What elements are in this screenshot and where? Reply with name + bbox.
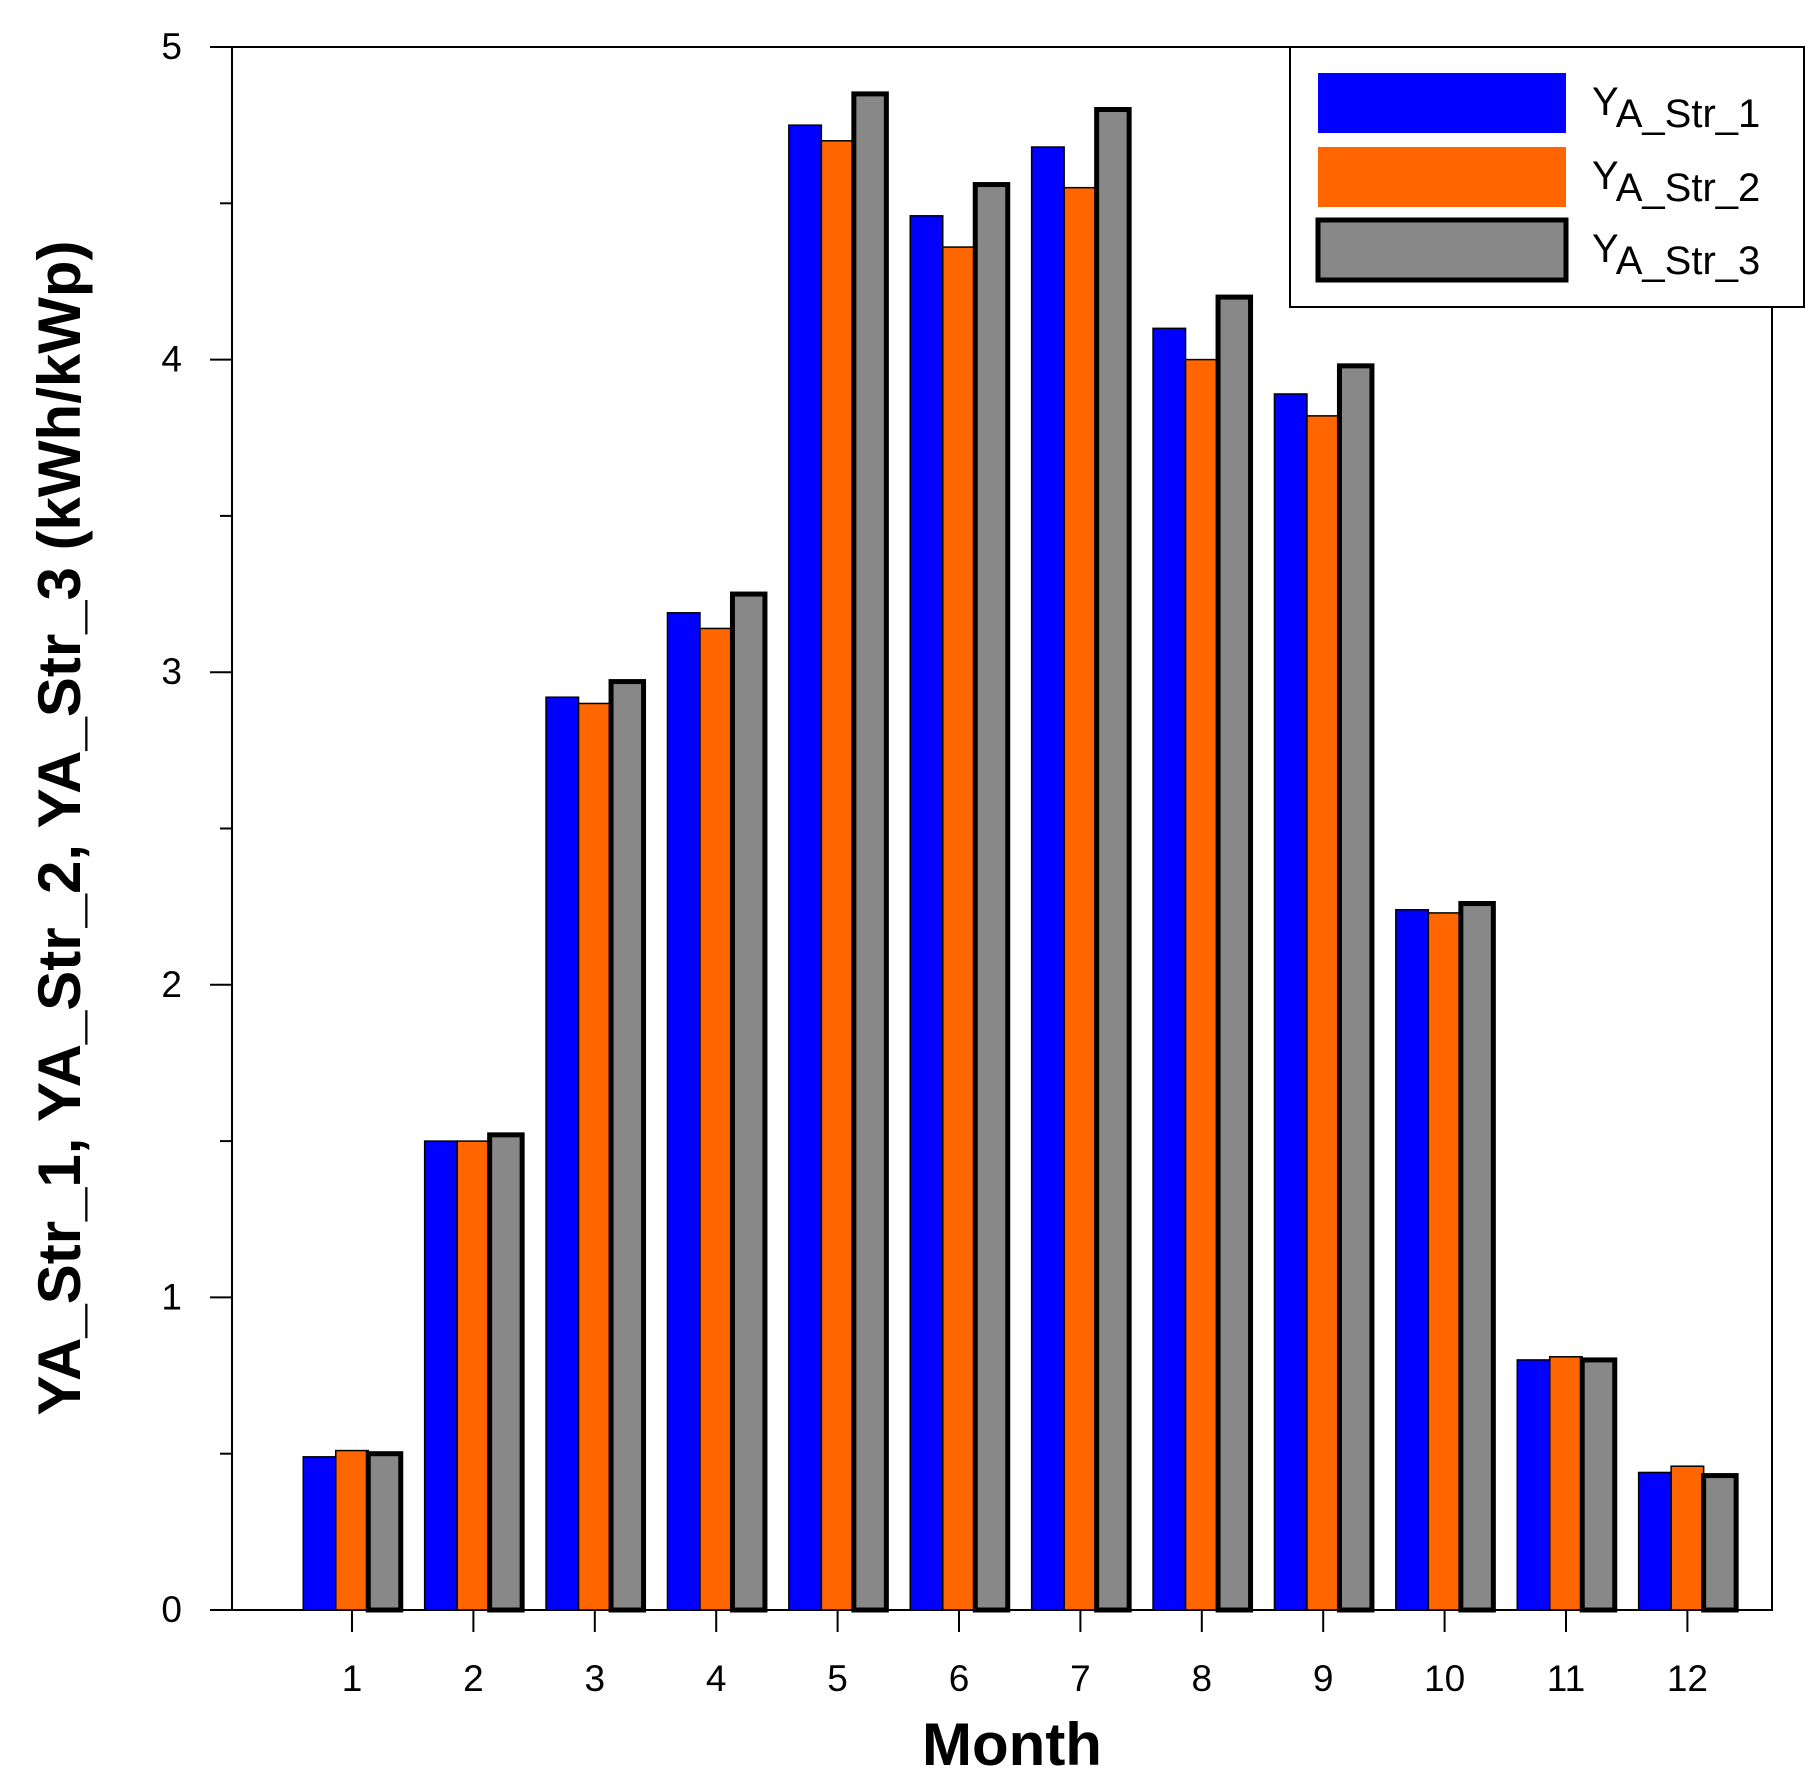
x-tick-label: 5 xyxy=(827,1658,848,1699)
bar-ya-str-1-month-2 xyxy=(423,1140,458,1611)
x-tick-label: 8 xyxy=(1192,1658,1213,1699)
bar-ya-str-2-month-10 xyxy=(1427,912,1462,1611)
y-axis: 0 1 2 3 4 5 xyxy=(161,26,232,1630)
y-tick-label: 2 xyxy=(161,964,182,1005)
bar-ya-str-3-month-10 xyxy=(1458,901,1496,1613)
bar-ya-str-2-month-6 xyxy=(942,246,976,1611)
x-axis: 1 2 3 4 5 6 7 8 9 10 11 12 xyxy=(342,1610,1708,1699)
bar-ya-str-2-month-8 xyxy=(1184,358,1219,1611)
bar-ya-str-1-month-6 xyxy=(909,215,944,1611)
legend-swatch-ya-str-3 xyxy=(1315,217,1569,283)
bars-group xyxy=(302,91,1739,1613)
bar-ya-str-2-month-7 xyxy=(1063,186,1098,1611)
x-tick-label: 6 xyxy=(949,1658,970,1699)
bar-ya-str-1-month-3 xyxy=(545,696,580,1611)
bar-ya-str-3-month-12 xyxy=(1701,1473,1739,1613)
bar-ya-str-2-month-2 xyxy=(456,1140,491,1611)
x-tick-label: 1 xyxy=(342,1658,363,1699)
x-tick-label: 3 xyxy=(585,1658,606,1699)
bar-ya-str-1-month-7 xyxy=(1030,146,1065,1611)
bar-ya-str-1-month-4 xyxy=(666,612,701,1611)
bar-ya-str-3-month-8 xyxy=(1215,294,1254,1613)
bar-ya-str-3-month-11 xyxy=(1579,1357,1618,1613)
x-tick-label: 9 xyxy=(1313,1658,1334,1699)
x-tick-label: 4 xyxy=(706,1658,727,1699)
bar-ya-str-3-month-3 xyxy=(608,679,647,1613)
bar-ya-str-2-month-12 xyxy=(1670,1465,1705,1611)
bar-ya-str-1-month-5 xyxy=(788,124,823,1611)
bar-ya-str-2-month-3 xyxy=(577,702,612,1611)
bar-ya-str-3-month-6 xyxy=(972,182,1011,1613)
x-tick-label: 12 xyxy=(1667,1658,1708,1699)
bar-ya-str-2-month-4 xyxy=(699,627,734,1611)
bar-ya-str-1-month-11 xyxy=(1516,1359,1551,1611)
x-tick-label: 11 xyxy=(1547,1658,1585,1699)
bar-ya-str-1-month-9 xyxy=(1273,393,1308,1611)
bar-ya-str-2-month-11 xyxy=(1549,1356,1583,1611)
x-tick-label: 7 xyxy=(1070,1658,1091,1699)
legend-label-ya-str-3: YA_Str_3 xyxy=(1592,227,1760,283)
legend: YA_Str_1 YA_Str_2 YA_Str_3 xyxy=(1289,46,1805,308)
bar-ya-str-1-month-12 xyxy=(1637,1471,1672,1611)
bar-ya-str-1-month-10 xyxy=(1395,909,1430,1611)
bar-ya-str-3-month-1 xyxy=(365,1451,404,1613)
x-axis-title: Month xyxy=(922,1711,1102,1776)
legend-swatch-ya-str-1 xyxy=(1318,73,1566,133)
bar-ya-str-2-month-5 xyxy=(820,140,855,1611)
legend-label-ya-str-2: YA_Str_2 xyxy=(1592,154,1760,210)
x-tick-label: 10 xyxy=(1424,1658,1465,1699)
y-tick-label: 1 xyxy=(161,1276,182,1317)
bar-ya-str-2-month-9 xyxy=(1306,415,1341,1611)
bar-ya-str-1-month-8 xyxy=(1152,327,1187,1611)
bar-ya-str-3-month-4 xyxy=(729,591,768,1613)
bar-ya-str-3-month-2 xyxy=(487,1132,525,1613)
bar-ya-str-2-month-1 xyxy=(335,1449,369,1611)
bar-ya-str-3-month-9 xyxy=(1336,363,1375,1613)
bar-ya-str-1-month-1 xyxy=(302,1456,337,1611)
legend-label-ya-str-1: YA_Str_1 xyxy=(1592,80,1760,136)
y-tick-label: 3 xyxy=(161,651,182,692)
legend-swatch-ya-str-2 xyxy=(1318,147,1566,207)
y-tick-label: 4 xyxy=(161,339,182,380)
x-tick-label: 2 xyxy=(463,1658,484,1699)
y-tick-label: 0 xyxy=(161,1589,182,1630)
y-axis-title: YA_Str_1, YA_Str_2, YA_Str_3 (kWh/kWp) xyxy=(26,240,93,1415)
bar-ya-str-3-month-5 xyxy=(851,91,889,1613)
y-tick-label: 5 xyxy=(161,26,182,67)
bar-ya-str-3-month-7 xyxy=(1094,107,1132,1613)
